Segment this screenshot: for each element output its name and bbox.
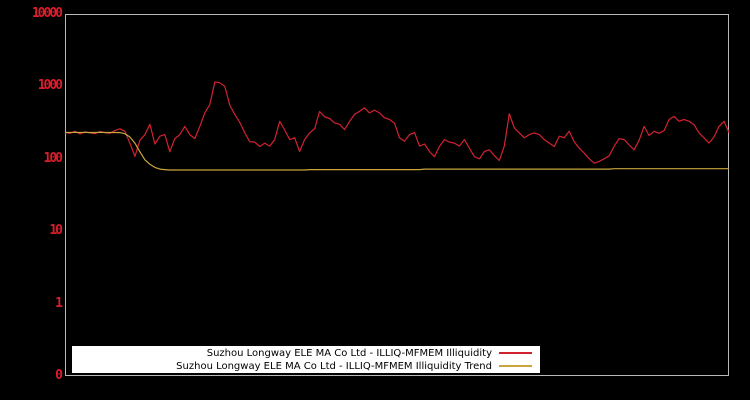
y-tick-label-10000: 10000	[31, 6, 63, 21]
plot-area	[65, 14, 729, 376]
legend-line-swatch	[499, 352, 532, 354]
legend-label: Suzhou Longway ELE MA Co Ltd - ILLIQ-MFM…	[206, 347, 492, 359]
illiquidity-line	[64, 81, 730, 164]
legend-line-swatch	[499, 365, 532, 367]
legend: Suzhou Longway ELE MA Co Ltd - ILLIQ-MFM…	[72, 346, 540, 373]
y-tick-label-10: 10	[49, 223, 63, 239]
y-tick-label-0: 0	[55, 368, 63, 383]
y-tick-label-1000: 1000	[37, 78, 63, 94]
legend-rows: Suzhou Longway ELE MA Co Ltd - ILLIQ-MFM…	[72, 347, 540, 373]
y-tick-label-1: 1	[55, 295, 63, 311]
legend-entry: Suzhou Longway ELE MA Co Ltd - ILLIQ-MFM…	[72, 360, 540, 373]
illiquidity-trend-line	[64, 131, 729, 171]
legend-entry: Suzhou Longway ELE MA Co Ltd - ILLIQ-MFM…	[72, 347, 540, 360]
legend-label: Suzhou Longway ELE MA Co Ltd - ILLIQ-MFM…	[176, 360, 492, 372]
y-tick-label-100: 100	[43, 150, 64, 166]
